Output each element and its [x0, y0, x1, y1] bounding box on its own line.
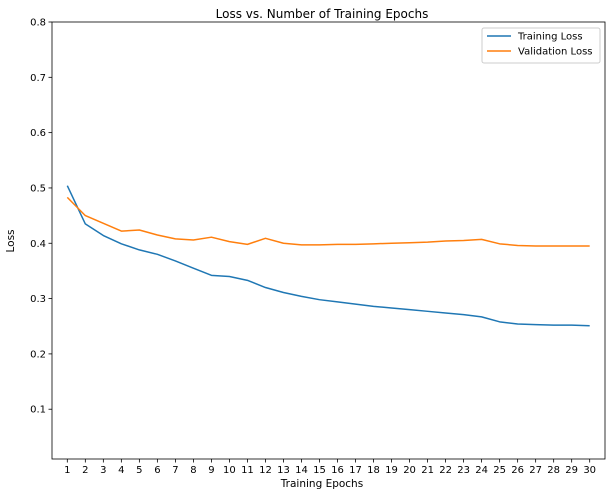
x-tick-label: 14	[295, 465, 308, 476]
y-tick-label: 0.5	[30, 183, 46, 194]
x-tick-label: 24	[475, 465, 488, 476]
x-axis: 1 2 3 4 5 6 7 8 9 10 11 12 13 14 15 16 17 18 19 20 21 22 23 24 2…	[64, 459, 596, 476]
x-tick-label: 27	[529, 465, 542, 476]
x-tick-label: 9	[208, 465, 214, 476]
x-tick-label: 7	[172, 465, 178, 476]
x-tick-label: 13	[277, 465, 290, 476]
x-tick-label: 30	[583, 465, 596, 476]
x-tick-label: 28	[547, 465, 560, 476]
x-tick-label: 25	[493, 465, 506, 476]
series-line-training-loss	[66, 185, 590, 327]
x-tick-label: 4	[118, 465, 124, 476]
y-tick-label: 0.4	[30, 239, 46, 250]
y-tick-label: 0.6	[30, 128, 46, 139]
legend-label-validation-loss: Validation Loss	[518, 47, 593, 58]
y-axis: 0.1 0.2 0.3 0.4 0.5 0.6 0.7 0.8	[30, 18, 52, 416]
x-tick-label: 3	[100, 465, 106, 476]
x-axis-label: Training Epochs	[280, 478, 363, 490]
x-tick-label: 23	[457, 465, 470, 476]
x-tick-label: 6	[154, 465, 160, 476]
chart-title: Loss vs. Number of Training Epochs	[216, 7, 429, 21]
x-tick-label: 15	[313, 465, 326, 476]
legend-label-training-loss: Training Loss	[517, 32, 583, 43]
series-lines	[66, 185, 590, 327]
legend: Training Loss Validation Loss	[481, 27, 601, 64]
x-tick-label: 26	[511, 465, 524, 476]
y-tick-label: 0.1	[30, 405, 46, 416]
x-tick-label: 11	[241, 465, 254, 476]
x-tick-label: 5	[136, 465, 142, 476]
series-line-validation-loss	[66, 196, 590, 247]
x-tick-label: 29	[565, 465, 578, 476]
plot-area	[51, 21, 606, 460]
legend-box	[481, 27, 601, 64]
y-tick-label: 0.8	[30, 18, 46, 29]
x-tick-label: 10	[223, 465, 236, 476]
x-tick-label: 2	[82, 465, 88, 476]
x-tick-label: 18	[367, 465, 380, 476]
x-tick-label: 22	[439, 465, 452, 476]
x-tick-label: 8	[190, 465, 196, 476]
plot-frame	[51, 21, 606, 460]
x-tick-label: 17	[349, 465, 362, 476]
y-tick-label: 0.3	[30, 294, 46, 305]
y-tick-label: 0.7	[30, 73, 46, 84]
x-tick-label: 1	[64, 465, 70, 476]
x-tick-label: 21	[421, 465, 434, 476]
y-axis-label: Loss	[5, 229, 17, 252]
x-tick-label: 12	[259, 465, 272, 476]
x-tick-label: 19	[385, 465, 398, 476]
x-tick-label: 20	[403, 465, 416, 476]
y-tick-label: 0.2	[30, 349, 46, 360]
x-tick-label: 16	[331, 465, 344, 476]
